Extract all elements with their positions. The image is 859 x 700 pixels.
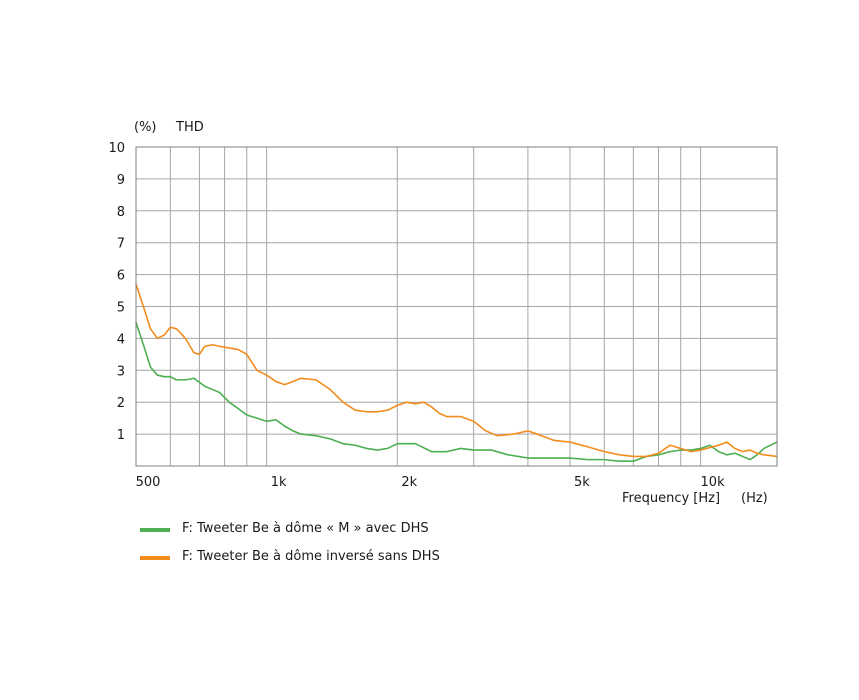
y-tick-label: 2 [117, 396, 125, 411]
y-tick-label: 5 [117, 301, 125, 316]
legend-swatch-series-1 [140, 528, 170, 532]
plot-frame [135, 146, 778, 467]
y-tick-label: 9 [117, 173, 125, 188]
y-tick-label: 1 [117, 428, 125, 443]
legend-item-series-1: F: Tweeter Be à dôme « M » avec DHS [140, 514, 440, 542]
x-tick-label: 500 [136, 475, 161, 490]
legend-label-series-1: F: Tweeter Be à dôme « M » avec DHS [182, 520, 429, 536]
x-tick-label: 5k [574, 475, 590, 490]
series-line-1 [135, 321, 778, 463]
y-tick-label: 7 [117, 237, 125, 252]
ticks: 1 2 3 4 5 6 7 8 9 10 500 1k 2k 5k 10k [108, 141, 725, 490]
x-axis-unit: (Hz) [741, 491, 768, 506]
y-tick-label: 6 [117, 269, 125, 284]
x-axis-title: Frequency [Hz] [622, 491, 720, 506]
y-tick-label: 10 [108, 141, 125, 156]
y-axis-unit: (%) [134, 120, 157, 135]
legend-label-series-2: F: Tweeter Be à dôme inversé sans DHS [182, 548, 440, 564]
y-tick-label: 3 [117, 364, 125, 379]
x-tick-label: 2k [401, 475, 417, 490]
series-layer [135, 283, 778, 463]
grid [135, 146, 777, 466]
y-axis-title: THD [175, 120, 204, 135]
legend-item-series-2: F: Tweeter Be à dôme inversé sans DHS [140, 542, 440, 570]
x-tick-label: 1k [271, 475, 287, 490]
series-line-2 [135, 283, 778, 458]
x-tick-label: 10k [701, 475, 726, 490]
y-tick-label: 8 [117, 205, 125, 220]
legend-swatch-series-2 [140, 556, 170, 560]
legend: F: Tweeter Be à dôme « M » avec DHS F: T… [140, 514, 440, 570]
y-tick-label: 4 [117, 332, 125, 347]
